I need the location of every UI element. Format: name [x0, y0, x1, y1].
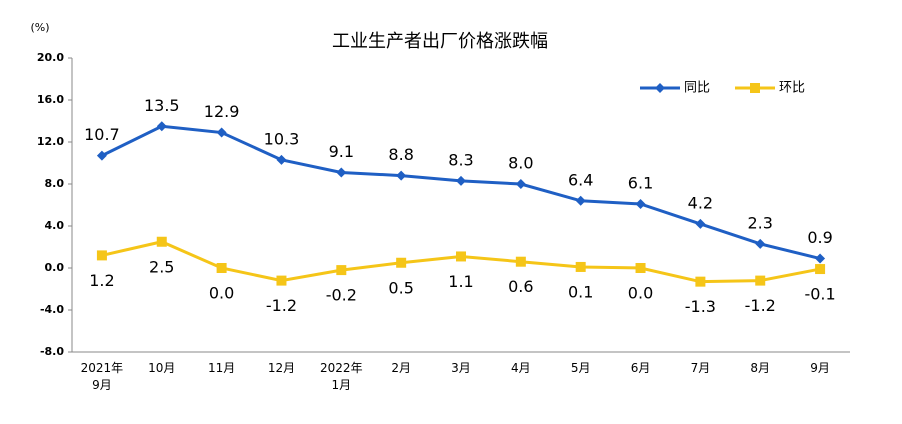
- x-tick-label: 11月: [208, 361, 235, 375]
- y-tick-label: 4.0: [45, 219, 65, 232]
- data-label: 8.8: [388, 145, 413, 164]
- x-tick-label: 5月: [571, 361, 591, 375]
- x-tick-label: 2月: [391, 361, 411, 375]
- data-label: 8.0: [508, 154, 533, 173]
- x-tick-label: 8月: [750, 361, 770, 375]
- data-label: 0.5: [388, 278, 413, 297]
- data-label: 2.5: [149, 257, 174, 276]
- data-label: 4.2: [688, 193, 713, 212]
- chart-title: 工业生产者出厂价格涨跌幅: [332, 31, 548, 52]
- marker: [695, 218, 706, 229]
- marker: [396, 170, 407, 181]
- marker: [336, 265, 347, 276]
- marker: [755, 275, 766, 286]
- data-label: -1.2: [266, 296, 297, 315]
- marker: [216, 127, 227, 138]
- x-tick-label: 10月: [148, 361, 175, 375]
- x-tick-label: 3月: [451, 361, 471, 375]
- marker: [575, 195, 586, 206]
- x-tick-label: 9月: [810, 361, 830, 375]
- marker: [276, 275, 287, 286]
- y-tick-label: -4.0: [40, 303, 64, 316]
- x-tick-label: 2022年 1月: [320, 361, 363, 392]
- data-label: 1.1: [448, 272, 473, 291]
- marker: [750, 83, 760, 93]
- marker: [815, 253, 826, 264]
- data-label: 10.7: [84, 125, 120, 144]
- marker: [635, 263, 646, 273]
- y-tick-label: -8.0: [40, 345, 64, 358]
- marker: [396, 257, 407, 268]
- marker: [655, 83, 665, 93]
- series-line: [101, 124, 821, 261]
- x-tick-label: 4月: [511, 361, 531, 375]
- legend-label: 环比: [779, 81, 805, 96]
- marker: [156, 121, 167, 132]
- marker: [96, 150, 107, 161]
- data-label: 12.9: [204, 102, 240, 121]
- marker: [216, 263, 227, 273]
- marker: [755, 238, 766, 249]
- marker: [695, 276, 706, 287]
- data-label: 0.0: [209, 284, 234, 303]
- data-label: 13.5: [144, 96, 180, 115]
- marker: [456, 175, 466, 186]
- data-label: -1.3: [685, 297, 716, 316]
- marker: [575, 261, 586, 272]
- data-label: 6.1: [628, 173, 653, 192]
- data-label: 9.1: [329, 142, 354, 161]
- x-tick-label: 12月: [268, 361, 295, 375]
- data-label: 10.3: [264, 129, 300, 148]
- y-tick-label: 20.0: [37, 51, 64, 64]
- marker: [276, 154, 287, 165]
- data-label: -0.2: [326, 286, 357, 305]
- marker: [815, 264, 826, 275]
- marker: [515, 179, 526, 189]
- x-tick-label: 7月: [691, 361, 711, 375]
- y-axis-label: (%): [30, 21, 49, 34]
- data-label: -0.1: [804, 285, 835, 304]
- legend-label: 同比: [684, 81, 710, 96]
- data-label: 8.3: [448, 150, 473, 169]
- marker: [456, 251, 466, 262]
- data-label: -1.2: [745, 296, 776, 315]
- data-label: 0.6: [508, 277, 533, 296]
- data-label: 1.2: [89, 271, 114, 290]
- marker: [635, 198, 646, 209]
- data-label: 0.0: [628, 284, 653, 303]
- y-tick-label: 12.0: [37, 135, 64, 148]
- data-label: 6.4: [568, 170, 593, 189]
- y-tick-label: 0.0: [45, 261, 65, 274]
- marker: [156, 236, 167, 247]
- y-tick-label: 8.0: [45, 177, 65, 190]
- y-tick-label: 16.0: [37, 93, 64, 106]
- data-label: 0.1: [568, 282, 593, 301]
- x-tick-label: 6月: [631, 361, 651, 375]
- data-label: 2.3: [748, 213, 773, 232]
- marker: [336, 167, 347, 178]
- data-label: 0.9: [807, 228, 832, 247]
- marker: [96, 250, 107, 261]
- marker: [515, 256, 526, 267]
- x-tick-label: 2021年 9月: [81, 361, 124, 392]
